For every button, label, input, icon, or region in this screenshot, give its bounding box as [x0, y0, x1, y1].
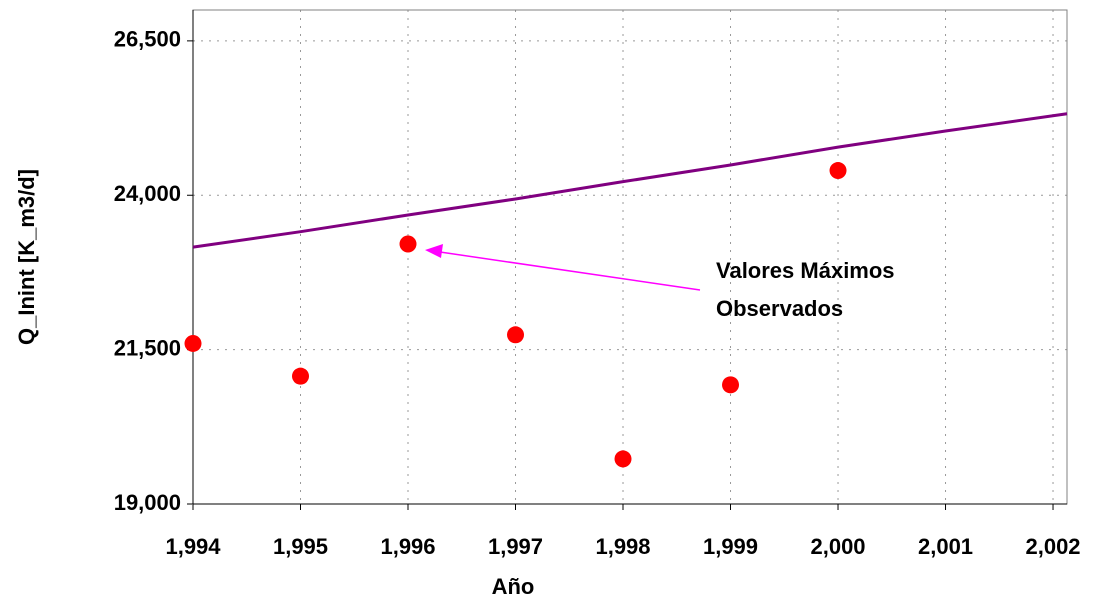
data-point — [829, 162, 847, 180]
x-tick-label: 2,002 — [1025, 534, 1080, 559]
y-tick-label: 19,000 — [114, 490, 181, 515]
data-point — [614, 450, 632, 468]
trend-line — [192, 112, 1068, 249]
x-tick-label: 1,995 — [273, 534, 328, 559]
data-point — [507, 326, 525, 344]
x-tick-label: 2,001 — [918, 534, 973, 559]
x-tick-label: 1,994 — [165, 534, 221, 559]
x-tick-label: 1,996 — [380, 534, 435, 559]
x-axis-label: Año — [492, 574, 535, 599]
data-point — [399, 235, 417, 253]
y-axis-label: Q_Inint [K_m3/d] — [14, 169, 39, 345]
data-point — [722, 376, 740, 394]
data-point — [184, 334, 202, 352]
annotation: Observados — [716, 296, 843, 321]
annotation-arrow — [439, 251, 701, 291]
y-tick-label: 21,500 — [114, 335, 181, 360]
plot-frame — [192, 9, 1068, 505]
annotation: Valores Máximos — [716, 258, 895, 283]
x-tick-label: 2,000 — [810, 534, 865, 559]
x-tick-label: 1,998 — [595, 534, 650, 559]
annotation-arrowhead — [425, 244, 443, 258]
y-tick-label: 26,500 — [114, 27, 181, 52]
y-tick-label: 24,000 — [114, 181, 181, 206]
x-tick-label: 1,997 — [488, 534, 543, 559]
data-point — [292, 367, 310, 385]
x-tick-label: 1,999 — [703, 534, 758, 559]
